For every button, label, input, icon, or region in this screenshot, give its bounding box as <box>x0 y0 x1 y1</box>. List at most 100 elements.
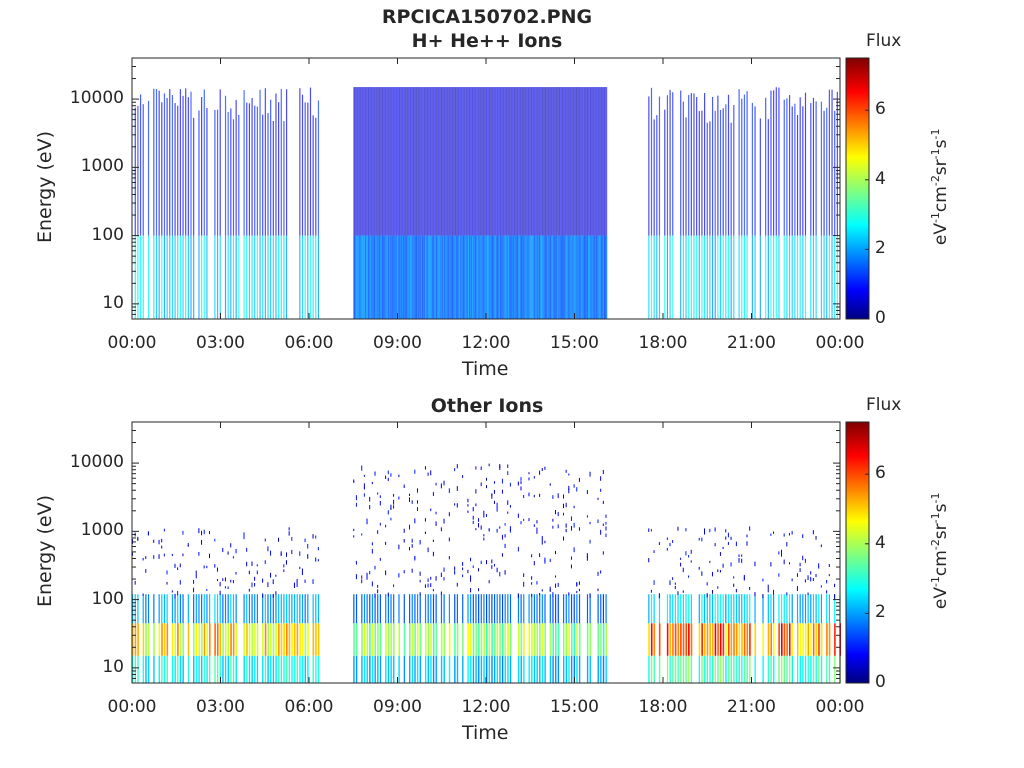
flux-streak <box>440 527 442 532</box>
flux-streak <box>432 655 435 683</box>
flux-streak <box>177 594 179 624</box>
flux-streak <box>562 235 564 319</box>
flux-streak <box>493 500 495 504</box>
flux-streak <box>497 235 499 319</box>
flux-streak <box>701 235 703 319</box>
flux-streak <box>592 87 594 236</box>
flux-streak <box>664 109 666 236</box>
flux-streak <box>604 87 606 236</box>
flux-streak <box>486 623 488 656</box>
flux-streak <box>602 655 605 683</box>
flux-streak <box>278 102 280 236</box>
flux-streak <box>390 623 393 656</box>
flux-streak <box>435 511 437 515</box>
flux-streak <box>523 623 525 656</box>
flux-streak <box>401 87 403 236</box>
flux-streak <box>405 87 407 236</box>
flux-streak <box>370 235 372 319</box>
x-tick-label: 03:00 <box>196 333 245 353</box>
flux-streak <box>356 87 358 236</box>
flux-streak <box>688 95 690 236</box>
flux-streak <box>658 593 660 599</box>
flux-streak <box>158 90 160 236</box>
flux-streak <box>388 235 390 319</box>
flux-streak <box>539 593 541 596</box>
flux-streak <box>362 87 364 236</box>
flux-streak <box>499 655 501 683</box>
flux-streak <box>791 578 793 582</box>
flux-streak <box>248 594 251 624</box>
flux-streak <box>502 87 504 236</box>
flux-streak <box>600 570 602 574</box>
flux-streak <box>224 623 227 656</box>
flux-streak <box>510 87 512 236</box>
flux-streak <box>362 235 364 319</box>
flux-streak <box>401 235 403 319</box>
flux-streak <box>602 235 604 319</box>
flux-streak <box>567 235 569 319</box>
flux-streak <box>417 87 419 236</box>
flux-streak <box>391 235 393 319</box>
flux-streak <box>448 87 450 236</box>
flux-streak <box>520 477 522 481</box>
flux-streak <box>214 538 216 542</box>
flux-streak <box>283 623 285 656</box>
flux-streak <box>544 87 546 236</box>
flux-streak <box>587 87 589 236</box>
flux-streak <box>451 235 453 319</box>
flux-streak <box>648 96 650 236</box>
flux-streak <box>448 556 450 560</box>
flux-streak <box>283 569 285 572</box>
flux-streak <box>524 235 526 319</box>
flux-streak <box>504 655 506 683</box>
colorbar-tick-label: 2 <box>875 602 886 623</box>
flux-streak <box>235 99 237 236</box>
flux-streak <box>443 480 445 486</box>
flux-streak <box>458 235 460 319</box>
flux-streak <box>489 87 491 236</box>
flux-streak <box>414 469 416 474</box>
flux-streak <box>409 655 411 683</box>
flux-streak <box>467 87 469 236</box>
flux-streak <box>749 623 751 656</box>
flux-streak <box>754 235 756 319</box>
flux-streak <box>256 106 258 236</box>
flux-streak <box>815 535 817 540</box>
flux-streak <box>137 594 139 624</box>
flux-streak <box>377 589 379 594</box>
flux-streak <box>524 87 526 236</box>
flux-streak <box>387 87 389 236</box>
flux-streak <box>605 655 607 683</box>
flux-streak <box>791 530 793 535</box>
flux-streak <box>409 623 411 656</box>
flux-streak <box>399 87 401 236</box>
flux-streak <box>799 562 801 567</box>
y-tick-label: 100 <box>91 588 124 609</box>
flux-streak <box>398 474 400 478</box>
flux-streak <box>469 235 471 319</box>
flux-streak <box>500 87 502 236</box>
flux-streak <box>531 593 533 597</box>
flux-streak <box>158 539 160 545</box>
flux-streak <box>552 495 554 499</box>
flux-streak <box>583 87 585 236</box>
flux-streak <box>254 655 256 683</box>
flux-streak <box>443 518 445 524</box>
flux-streak <box>363 483 365 488</box>
flux-streak <box>586 515 588 518</box>
flux-streak <box>584 235 586 319</box>
flux-streak <box>653 550 655 553</box>
flux-streak <box>208 655 211 683</box>
flux-streak <box>704 235 706 319</box>
flux-streak <box>519 235 521 319</box>
flux-streak <box>400 235 402 319</box>
flux-streak <box>536 87 538 236</box>
flux-streak <box>725 623 727 656</box>
flux-streak <box>523 235 525 319</box>
flux-streak <box>709 235 711 319</box>
flux-streak <box>421 87 423 236</box>
flux-streak <box>456 503 458 508</box>
flux-streak <box>224 95 227 236</box>
flux-streak <box>520 655 522 683</box>
flux-streak <box>820 544 822 548</box>
